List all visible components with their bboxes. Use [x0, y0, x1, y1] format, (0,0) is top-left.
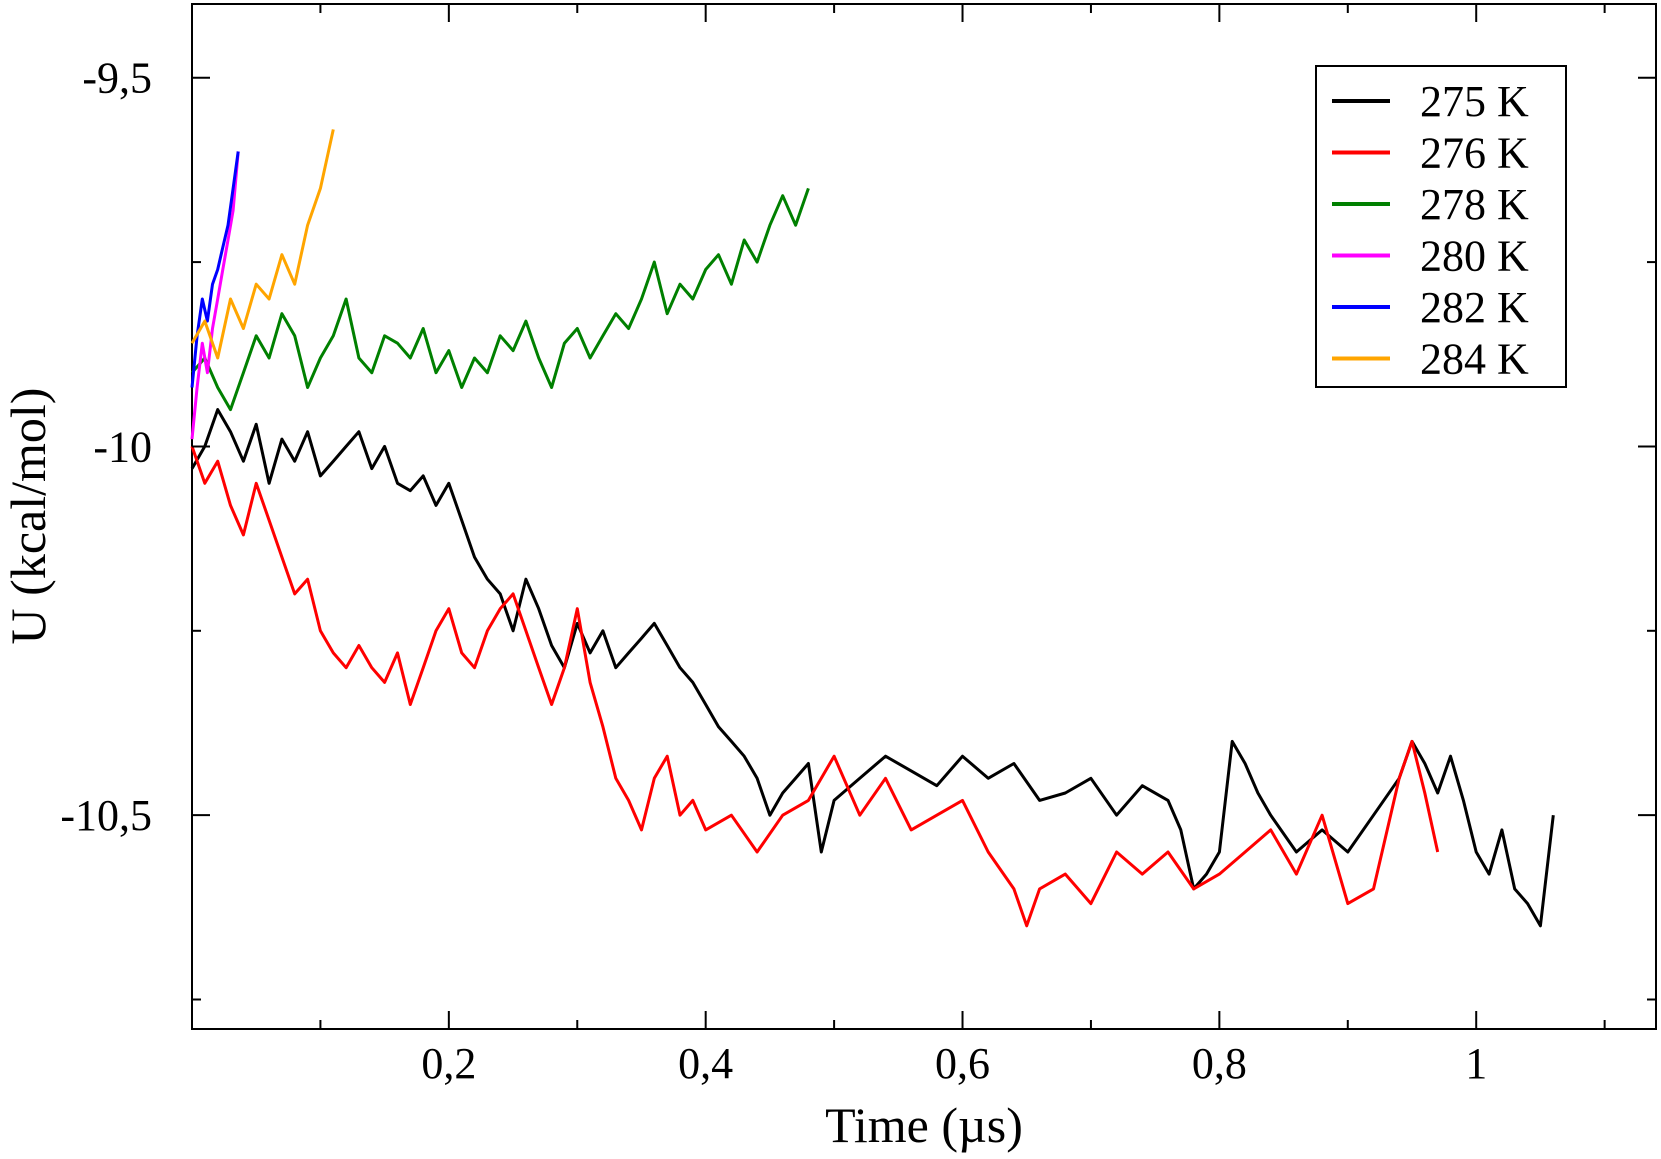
- legend-box: [1315, 65, 1567, 388]
- y-axis-label: U (kcal/mol): [0, 388, 56, 645]
- x-tick-label: 0,8: [1192, 1039, 1247, 1088]
- legend-label-275-k: 275 K: [1420, 77, 1529, 126]
- series-line-282-k: [190, 151, 240, 388]
- series-line-275-k: [190, 408, 1555, 928]
- legend-label-278-k: 278 K: [1420, 180, 1529, 229]
- x-tick-label: 0,6: [935, 1039, 990, 1088]
- series-line-284-k: [190, 129, 335, 360]
- legend-label-284-k: 284 K: [1420, 335, 1529, 384]
- x-tick-label: 1: [1465, 1039, 1487, 1088]
- x-tick-label: 0,4: [678, 1039, 733, 1088]
- legend-label-282-k: 282 K: [1420, 283, 1529, 332]
- y-tick-label: -10: [93, 422, 152, 471]
- axis-ticks: [192, 4, 1656, 1029]
- series-line-278-k: [190, 187, 810, 412]
- y-tick-label: -10,5: [60, 791, 152, 840]
- legend-label-280-k: 280 K: [1420, 232, 1529, 281]
- x-axis-label: Time (µs): [825, 1097, 1023, 1153]
- axis-tick-labels: 0,2 0,4 0,6 0,8 1 -9,5 -10 -10,5: [60, 54, 1487, 1088]
- legend-label-276-k: 276 K: [1420, 129, 1529, 178]
- series-line-280-k: [190, 151, 240, 440]
- series-line-276-k: [190, 445, 1440, 928]
- x-tick-label: 0,2: [421, 1039, 476, 1088]
- y-tick-label: -9,5: [82, 54, 152, 103]
- series-lines: [190, 129, 1555, 928]
